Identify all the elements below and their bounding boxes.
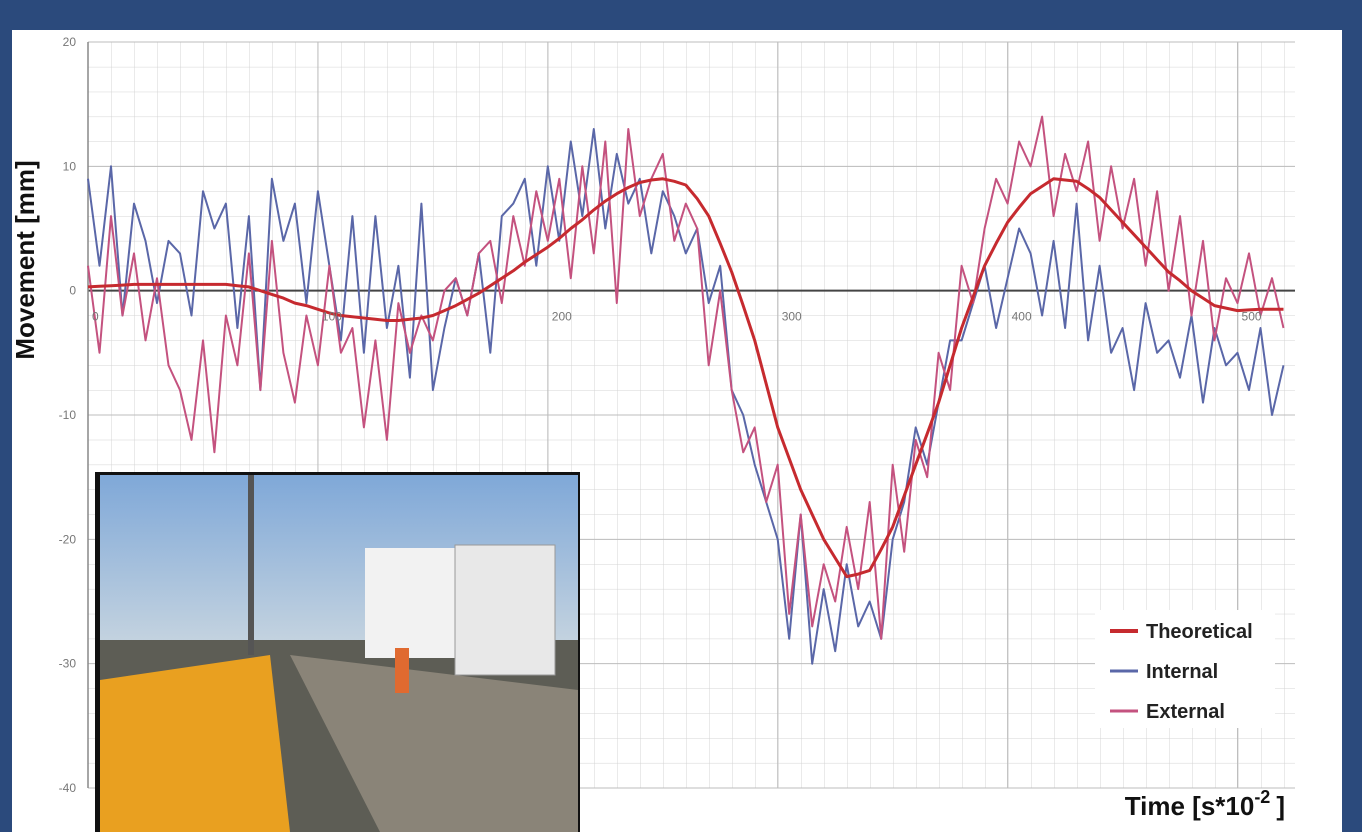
legend-label: Theoretical [1146, 621, 1253, 643]
legend: Theoretical Internal External [1095, 610, 1275, 728]
y-tick-label: 20 [63, 35, 77, 49]
x-axis-label-sup: -2 [1254, 787, 1270, 807]
y-tick-label: 0 [69, 284, 76, 298]
photo-pole [248, 475, 254, 655]
photo-lane [290, 655, 578, 832]
grid [87, 41, 1295, 789]
photo-rail [100, 655, 290, 832]
series-line [87, 128, 1285, 665]
x-tick-label: 200 [552, 310, 572, 324]
x-tick-label: 100 [322, 310, 342, 324]
lines [87, 115, 1285, 665]
series-line [87, 115, 1285, 640]
y-tick-label: -40 [59, 781, 77, 795]
y-axis-label: Movement [mm] [10, 160, 40, 359]
inset-photo [95, 472, 580, 832]
y-tick-label: -30 [59, 657, 77, 671]
x-tick-label: 500 [1242, 310, 1262, 324]
photo-sign [395, 648, 409, 693]
x-tick-label: 400 [1012, 310, 1032, 324]
x-axis-label-end: ] [1276, 791, 1285, 821]
y-tick-label: 10 [63, 159, 77, 173]
series-line [87, 177, 1284, 579]
x-tick-label: 300 [782, 310, 802, 324]
y-tick-label: -20 [59, 532, 77, 546]
legend-label: Internal [1146, 661, 1218, 683]
x-axis-label: Time [s*10-2] [1125, 787, 1285, 821]
photo-cab [454, 544, 556, 676]
y-tick-label: -10 [59, 408, 77, 422]
x-tick-label: 0 [92, 310, 99, 324]
legend-label: External [1146, 701, 1225, 723]
x-axis-label-main: Time [s*10 [1125, 791, 1255, 821]
